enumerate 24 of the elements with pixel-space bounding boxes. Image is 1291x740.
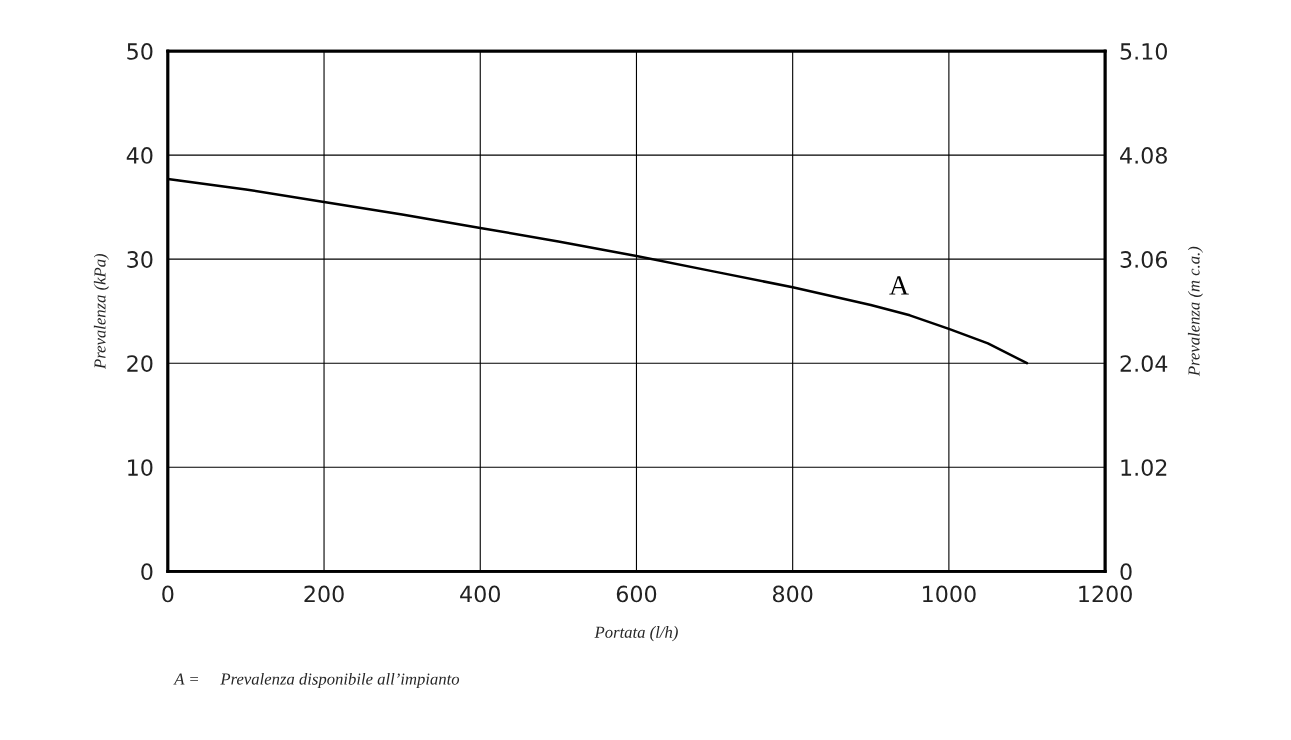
y-tick-label: 50: [127, 43, 153, 60]
x-tick-label: 200: [304, 585, 344, 603]
x-tick-label: 400: [460, 585, 500, 603]
x-tick-label: 0: [162, 585, 174, 603]
y-tick-label: 20: [127, 355, 153, 372]
x-tick-label: 800: [772, 585, 813, 603]
x-axis-title: Portata (l/h): [594, 626, 678, 642]
y2-tick-label: 0: [1120, 563, 1132, 581]
y2-tick-label: 4.08: [1120, 147, 1167, 164]
text: A = Prevalenza disponibile all’impianto: [173, 672, 460, 689]
y-tick-label: 40: [126, 147, 153, 164]
y-tick-label: 30: [127, 251, 153, 268]
y-axis-title: Prevalenza (kPa): [93, 253, 109, 370]
y2-tick-label: 5.10: [1120, 43, 1167, 60]
x-tick-label: 600: [616, 585, 657, 603]
y2-tick-label: 3.06: [1120, 251, 1168, 268]
x-tick-label: 1200: [1079, 585, 1132, 603]
y2-axis-title: Prevalenza (m c.a.): [1187, 246, 1204, 377]
x-tick-label: 1000: [923, 585, 976, 603]
y-tick-label: 10: [128, 459, 153, 476]
y2-tick-label: 1.02: [1121, 459, 1167, 476]
y2-tick-label: 2.04: [1120, 355, 1168, 372]
y-tick-label: 0: [141, 563, 153, 581]
series-label: A: [889, 276, 909, 295]
